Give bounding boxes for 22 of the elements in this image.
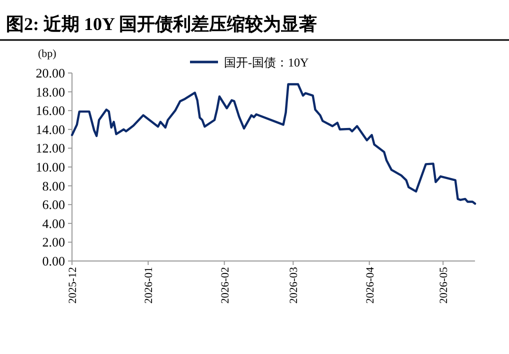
y-tick-label: 18.00 bbox=[36, 84, 65, 100]
y-tick-label: 16.00 bbox=[36, 103, 65, 118]
legend: 国开-国债：10Y bbox=[190, 56, 309, 70]
x-tick-label: 2026-05 bbox=[438, 266, 450, 304]
line-series bbox=[70, 83, 476, 205]
y-tick-label: 4.00 bbox=[42, 216, 65, 231]
y-tick-label: 2.00 bbox=[42, 234, 65, 250]
y-tick-label: 8.00 bbox=[42, 178, 65, 194]
x-tick-label: 2026-03 bbox=[288, 266, 300, 304]
y-tick-label: 14.00 bbox=[36, 122, 65, 137]
y-tick-label: 10.00 bbox=[36, 160, 65, 174]
legend-label: 国开-国债：10Y bbox=[224, 56, 309, 70]
y-axis-title: (bp) bbox=[38, 48, 57, 60]
y-tick-label: 6.00 bbox=[42, 197, 65, 212]
x-tick-label: 2025-12 bbox=[67, 267, 79, 304]
x-tick-label: 2026-04 bbox=[364, 266, 376, 304]
y-tick-label: 0.00 bbox=[42, 254, 65, 268]
x-tick-label: 2026-01 bbox=[143, 267, 156, 304]
y-tick-label: 12.00 bbox=[36, 140, 65, 156]
chart-title: 图2: 近期 10Y 国开债利差压缩较为显著 bbox=[6, 14, 317, 34]
y-tick-label: 20.00 bbox=[36, 66, 65, 80]
x-tick-label: 2026-02 bbox=[219, 267, 232, 304]
